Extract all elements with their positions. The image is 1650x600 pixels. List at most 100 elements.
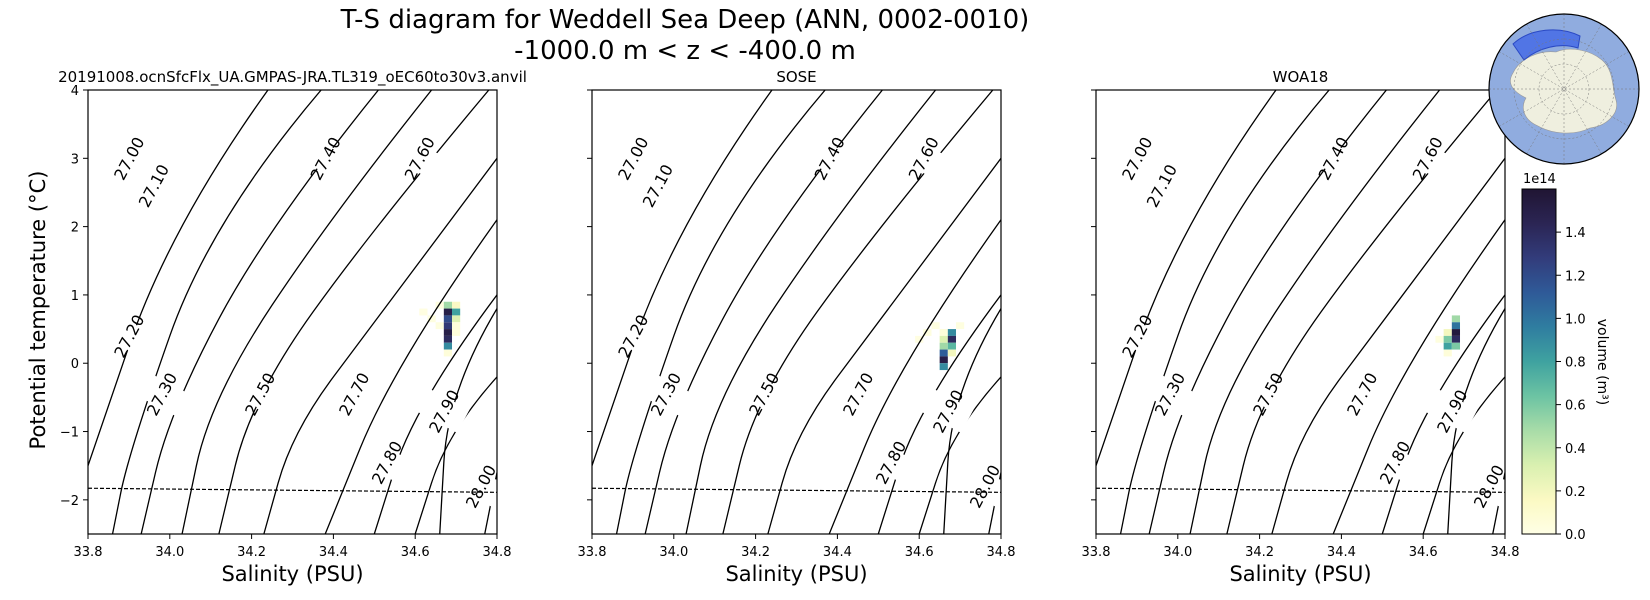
panel-title: 20191008.ocnSfcFlx_UA.GMPAS-JRA.TL319_oE…: [58, 68, 527, 87]
heatmap-cell: [427, 315, 436, 323]
colorbar-tick-label: 0.6: [1565, 399, 1586, 414]
density-contour: [1422, 376, 1505, 534]
density-contour: [943, 308, 1001, 534]
meridian-line: [1526, 23, 1602, 155]
density-contour: [1189, 90, 1441, 534]
colorbar: 1.4 1.2 1.0 0.8 0.6 0.4 0.2 0.0 1e14 volume (m³): [1521, 172, 1610, 543]
region-inset-map: [1488, 13, 1640, 165]
heatmap-cell: [931, 322, 940, 330]
panel-1: 27.0027.1027.2027.3027.4027.5027.6027.70…: [58, 68, 527, 586]
panels: 27.0027.1027.2027.3027.4027.5027.6027.70…: [58, 68, 1519, 586]
heatmap-cell: [939, 363, 948, 371]
freezing-line: [591, 487, 1002, 493]
density-contours: 27.0027.1027.2027.3027.4027.5027.6027.70…: [1096, 90, 1505, 534]
density-contour: [181, 90, 433, 534]
density-contour: [918, 376, 1001, 534]
x-tick-label: 34.4: [823, 545, 852, 560]
x-axis-label: Salinity (PSU): [725, 562, 867, 586]
y-axis-label: Potential temperature (°C): [26, 171, 50, 450]
heatmap-cell: [452, 308, 461, 316]
density-contour: [439, 308, 497, 534]
meridian-line: [1526, 23, 1602, 155]
x-axis-label: Salinity (PSU): [221, 562, 363, 586]
x-tick-label: 34.8: [1491, 545, 1520, 560]
heatmap-cells: [915, 322, 965, 371]
freezing-line: [87, 487, 498, 493]
heatmap-cell: [443, 329, 453, 336]
density-contour: [1119, 90, 1330, 534]
heatmap-cell: [443, 308, 453, 316]
heatmap-cells: [419, 301, 461, 357]
heatmap-cell: [435, 322, 444, 330]
heatmap-cell: [452, 315, 461, 323]
x-tick-label: 33.8: [74, 545, 103, 560]
heatmap-cell: [923, 329, 932, 336]
heatmap-cell: [443, 349, 453, 357]
freezing-line: [1095, 487, 1506, 493]
plot-frame: [1095, 89, 1506, 535]
density-contour: [828, 219, 1001, 534]
heatmap-cell: [915, 335, 924, 343]
density-contour: [414, 376, 497, 534]
density-contour: [722, 90, 994, 534]
heatmap-cell: [443, 322, 453, 330]
x-tick-label: 33.8: [1082, 545, 1111, 560]
heatmap-cell: [452, 329, 461, 336]
density-contour: [263, 157, 497, 534]
density-contour: [1271, 157, 1505, 534]
heatmap-cell: [1435, 335, 1444, 343]
colorbar-tick-label: 0.8: [1565, 356, 1586, 371]
y-tick-label: −1: [60, 426, 79, 441]
heatmap-cell: [443, 301, 453, 309]
heatmap-cell: [1451, 315, 1461, 323]
density-contour: [111, 90, 322, 534]
colorbar-tick-label: 1.4: [1565, 226, 1586, 241]
heatmap-cell: [947, 329, 957, 336]
colorbar-label: volume (m³): [1594, 319, 1610, 406]
y-tick-label: 0: [71, 357, 79, 372]
colorbar-multiplier: 1e14: [1523, 172, 1556, 187]
heatmap-cell: [947, 335, 957, 343]
heatmap-cell: [1443, 329, 1452, 336]
heatmap-cell: [939, 356, 948, 364]
x-tick-label: 34.6: [905, 545, 934, 560]
meridian-line: [1498, 51, 1630, 127]
x-tick-label: 34.8: [987, 545, 1016, 560]
x-tick-label: 34.2: [1245, 545, 1274, 560]
colorbar-tick-label: 0.2: [1565, 485, 1586, 500]
colorbar-tick-label: 0.4: [1565, 442, 1586, 457]
y-tick-label: −2: [60, 494, 79, 509]
heatmap-cell: [1451, 335, 1461, 343]
heatmap-cell: [435, 301, 444, 309]
heatmap-cell: [947, 349, 957, 357]
panel-2: 27.0027.1027.2027.3027.4027.5027.6027.70…: [578, 68, 1016, 586]
panel-title: WOA18: [1273, 68, 1329, 86]
density-contour: [767, 157, 1001, 534]
heatmap-cell: [939, 342, 948, 350]
heatmap-cell: [1443, 335, 1452, 343]
heatmap-cell: [939, 335, 948, 343]
heatmap-cell: [1443, 349, 1452, 357]
colorbar-tick-label: 1.2: [1565, 269, 1586, 284]
heatmap-cell: [956, 322, 965, 330]
heatmap-cell: [939, 329, 948, 336]
heatmap-cell: [1451, 322, 1461, 330]
plot-frame: [87, 89, 498, 535]
density-contour: [685, 90, 937, 534]
heatmap-cells: [1435, 315, 1461, 357]
y-tick-label: 3: [71, 152, 79, 167]
panel-title: SOSE: [776, 68, 816, 86]
heatmap-cell: [443, 342, 453, 350]
x-tick-label: 34.0: [659, 545, 688, 560]
inset-border: [1488, 13, 1640, 165]
x-axis-label: Salinity (PSU): [1229, 562, 1371, 586]
colorbar-tick-label: 1.0: [1565, 312, 1586, 327]
density-contour: [324, 219, 497, 534]
y-tick-label: 2: [71, 221, 79, 236]
density-contours: 27.0027.1027.2027.3027.4027.5027.6027.70…: [592, 90, 1001, 534]
colorbar-scale: [1521, 188, 1557, 535]
panel-3: 27.0027.1027.2027.3027.4027.5027.6027.70…: [1082, 68, 1520, 586]
heatmap-cell: [452, 322, 461, 330]
heatmap-cell: [1443, 342, 1452, 350]
